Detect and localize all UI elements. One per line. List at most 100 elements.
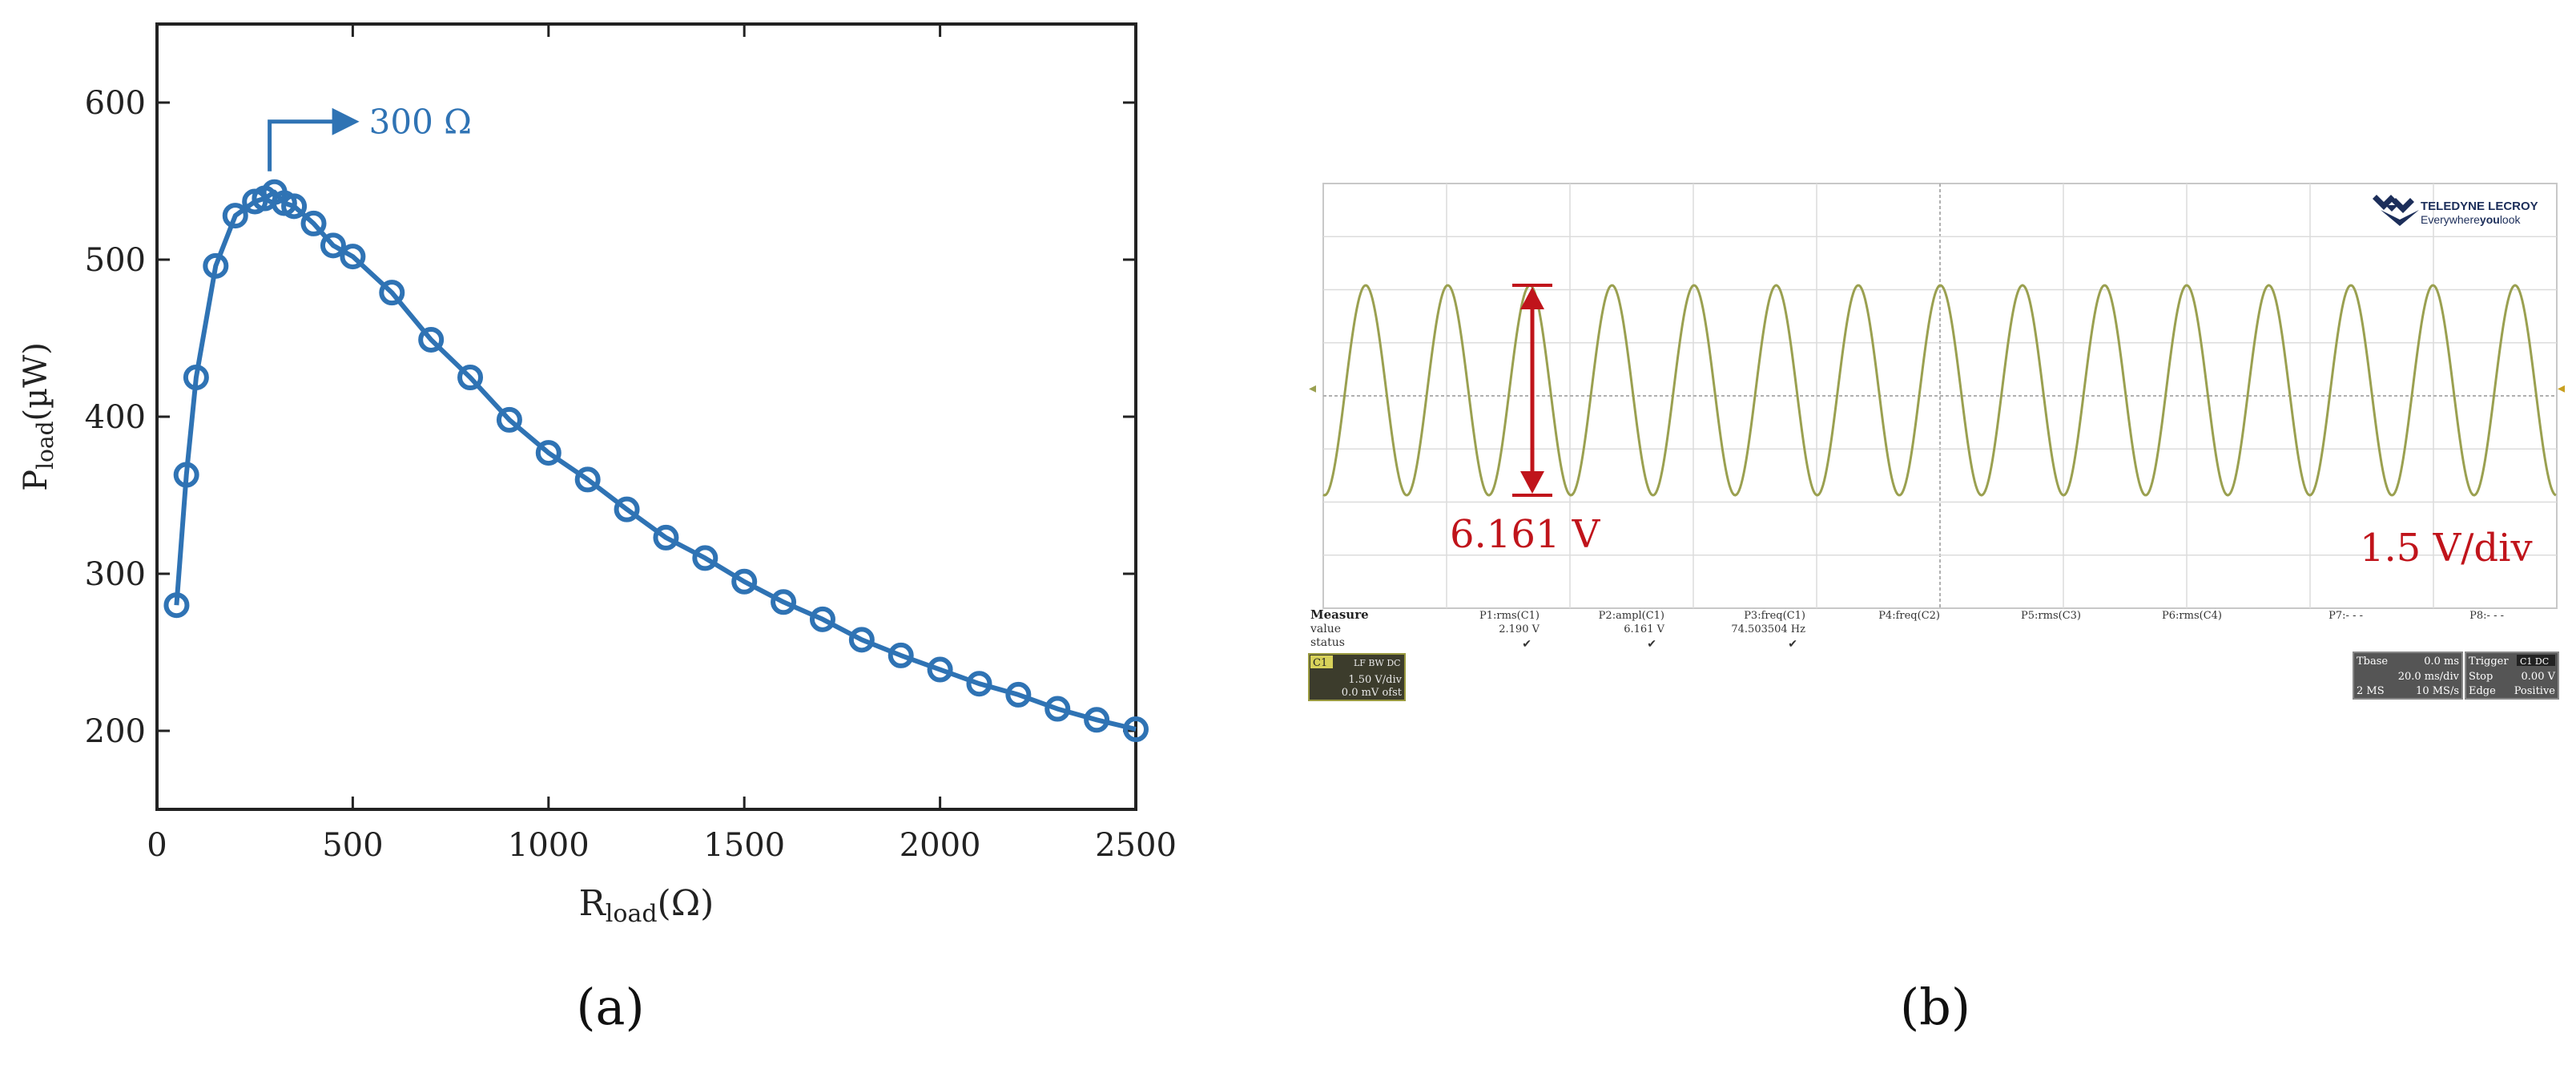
data-point <box>340 244 366 270</box>
data-point <box>163 592 190 619</box>
param-name: P8:- - - <box>2469 610 2504 622</box>
data-point <box>457 365 484 390</box>
channel-vdiv: 1.50 V/div <box>1348 674 1402 686</box>
timebase-rate: 10 MS/s <box>2416 685 2459 697</box>
panel-b-oscilloscope: ◂ ◂ TELEDYNE LECROY Everywhereyoulook 6.… <box>1308 183 2565 1036</box>
param-status-icon: ✔ <box>1788 638 1797 651</box>
param-name: P3:freq(C1) <box>1744 610 1805 622</box>
param-name: P6:rms(C4) <box>2162 610 2222 622</box>
x-tick-label: 500 <box>322 827 383 864</box>
data-point <box>1084 707 1110 733</box>
trigger-type: Edge <box>2469 685 2496 697</box>
x-tick-label: 2500 <box>1095 827 1177 864</box>
timebase-tdiv: 20.0 ms/div <box>2398 671 2460 683</box>
data-point <box>1123 716 1149 743</box>
measure-row-value: value <box>1310 623 1341 635</box>
scope-grid <box>1323 184 2557 608</box>
y-tick-label: 500 <box>85 242 146 279</box>
series-polyline <box>174 189 1137 732</box>
data-point <box>535 440 561 466</box>
data-point <box>379 280 405 306</box>
channel-offset: 0.0 mV ofst <box>1342 687 1403 699</box>
axis-ticks: 0 500 1000 1500 2000 2500 200 300 400 500 600 <box>85 24 1177 864</box>
data-point <box>692 545 718 571</box>
x-tick-label: 0 <box>147 827 167 864</box>
param-name: P2:ampl(C1) <box>1599 610 1664 622</box>
param-status-icon: ✔ <box>1647 638 1656 651</box>
channel-name: C1 <box>1313 657 1327 669</box>
brand-tagline: Everywhereyoulook <box>2421 213 2521 226</box>
trigger-slope: Positive <box>2514 685 2556 697</box>
timebase-descriptor[interactable]: Tbase 0.0 ms 20.0 ms/div 2 MS 10 MS/s <box>2353 651 2463 700</box>
data-point <box>848 627 875 653</box>
data-point <box>771 589 797 615</box>
brand-name: TELEDYNE LECROY <box>2421 200 2538 213</box>
measure-row-status: status <box>1310 636 1345 649</box>
x-tick-label: 2000 <box>900 827 981 864</box>
series-line <box>163 179 1149 743</box>
data-point <box>173 462 199 488</box>
arrow-down-icon <box>1520 471 1544 494</box>
brand-logo: TELEDYNE LECROY Everywhereyoulook <box>2373 195 2538 226</box>
peak-annotation: 300 Ω <box>268 103 472 171</box>
data-point <box>222 203 248 229</box>
logo-mark-icon <box>2381 210 2419 226</box>
trigger-level: 0.00 V <box>2522 671 2556 683</box>
data-point <box>281 193 308 220</box>
data-point <box>888 642 914 668</box>
data-point <box>731 568 758 595</box>
param-name: P1:rms(C1) <box>1479 610 1540 622</box>
x-tick-label: 1000 <box>508 827 590 864</box>
param-name: P7:- - - <box>2328 610 2363 622</box>
trigger-level-icon: ◂ <box>2558 380 2565 396</box>
param-value: 2.190 V <box>1499 623 1540 635</box>
data-point <box>203 252 229 279</box>
y-tick-label: 400 <box>85 399 146 436</box>
teledyne-logo-icon <box>2373 195 2414 213</box>
arrow-up-icon <box>1520 287 1544 309</box>
measure-table: Measure value status P1:rms(C1)2.190 V✔P… <box>1310 607 2504 651</box>
data-point <box>496 406 522 433</box>
data-point <box>320 232 346 259</box>
data-point <box>1005 681 1032 708</box>
param-value: 74.503504 Hz <box>1731 623 1805 635</box>
channel-marker-icon: ◂ <box>1309 380 1316 396</box>
data-point <box>614 496 640 522</box>
amplitude-annotation: 6.161 V <box>1450 284 1601 557</box>
trigger-descriptor[interactable]: Trigger C1 DC Stop 0.00 V Edge Positive <box>2465 651 2559 700</box>
scale-label: 1.5 V/div <box>2360 526 2533 571</box>
data-point <box>574 466 601 493</box>
y-tick-label: 300 <box>85 556 146 593</box>
trigger-title: Trigger <box>2469 656 2509 668</box>
data-point <box>300 210 327 236</box>
annotation-label: 300 Ω <box>369 103 472 142</box>
channel-descriptor[interactable]: C1 LF BW DC 1.50 V/div 0.0 mV ofst <box>1308 653 1406 701</box>
measure-params: P1:rms(C1)2.190 V ✔ P2:ampl(C1)6.161 V ✔ P3:… <box>1479 610 2504 651</box>
amplitude-label: 6.161 V <box>1450 512 1601 557</box>
param-status-icon: ✔ <box>1522 638 1532 651</box>
timebase-title: Tbase <box>2357 656 2388 668</box>
x-tick-label: 1500 <box>703 827 785 864</box>
param-value: 6.161 V <box>1624 623 1664 635</box>
data-point <box>966 671 992 697</box>
data-point <box>809 606 835 632</box>
data-point <box>927 656 953 683</box>
data-point <box>183 365 209 390</box>
panel-a-caption: (a) <box>576 978 644 1036</box>
y-axis-label: Pload(µW) <box>18 342 58 491</box>
param-name: P4:freq(C2) <box>1878 610 1940 622</box>
y-tick-label: 200 <box>85 713 146 750</box>
data-point <box>653 524 679 551</box>
timebase-samples: 2 MS <box>2357 685 2385 697</box>
measure-title: Measure <box>1310 607 1369 622</box>
panel-b-caption: (b) <box>1900 978 1970 1036</box>
arrow-right-icon <box>332 107 360 135</box>
panel-a: 0 500 1000 1500 2000 2500 200 300 400 500 600 300 … <box>18 22 1177 1036</box>
y-tick-label: 600 <box>85 85 146 122</box>
trigger-tags: C1 DC <box>2520 656 2549 667</box>
data-point <box>418 326 445 353</box>
trigger-mode: Stop <box>2469 671 2493 683</box>
x-axis-label: Rload(Ω) <box>579 883 714 928</box>
